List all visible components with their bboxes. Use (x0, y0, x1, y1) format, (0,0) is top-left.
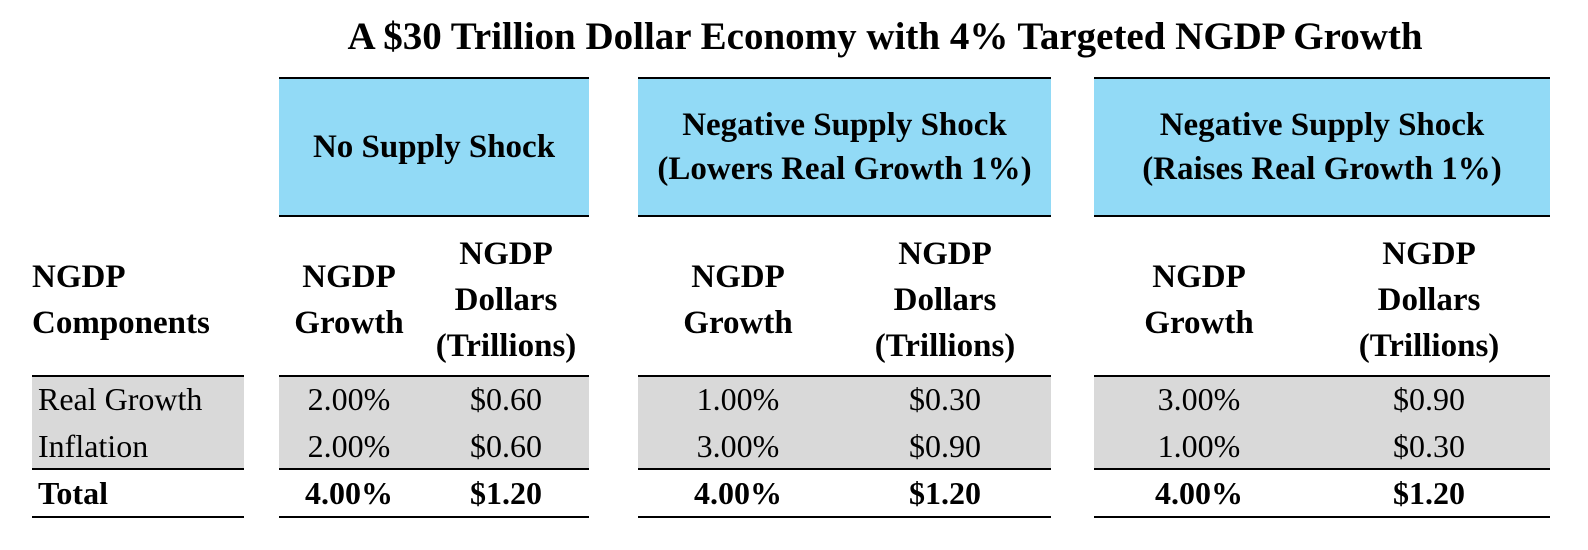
scenario-2-dollars-header-line-1: NGDP (898, 236, 992, 272)
row-header-line-2: Components (32, 305, 210, 341)
scenario-1-header-line-1: No Supply Shock (312, 129, 556, 165)
scenario-3-dollars-cell-2: $0.30 (1393, 428, 1465, 464)
scenario-3-dollars-header-line-1: NGDP (1382, 236, 1476, 272)
scenario-2-dollars-column-header: NGDP Dollars (Trillions) (860, 225, 1030, 375)
scenario-2-growth-cell-2: 3.00% (696, 428, 780, 464)
scenario-1-growth-cell-2: 2.00% (307, 428, 391, 464)
scenario-3-dollars-column-header: NGDP Dollars (Trillions) (1344, 225, 1514, 375)
scenario-3-dollars-cell-3: $1.20 (1393, 475, 1465, 511)
row-header-line-1: NGDP (32, 259, 126, 295)
scenario-3-growth-cell-3: 4.00% (1155, 475, 1243, 511)
scenario-2-dollars-header-line-2: Dollars (893, 282, 997, 318)
scenario-2-growth-column-header-text: NGDP Growth (683, 254, 792, 346)
scenario-2-dollars-cell-3: $1.20 (909, 475, 981, 511)
scenario-2-growth-header-line-1: NGDP (691, 259, 785, 295)
scenario-2-growth-column-header: NGDP Growth (663, 225, 813, 375)
row-label-inflation: Inflation (38, 428, 149, 464)
scenario-3-growth-header-line-2: Growth (1144, 305, 1254, 341)
scenario-2-growth-cell-3: 4.00% (694, 475, 782, 511)
scenario-2-growth-cell-1: 1.00% (696, 381, 780, 417)
scenario-3-header-text: Negative Supply Shock (Raises Real Growth… (1142, 103, 1502, 191)
scenario-1-bottom-rule (279, 516, 589, 518)
scenario-2-header-text: Negative Supply Shock (Lowers Real Growth… (657, 103, 1031, 191)
scenario-1-data-band (279, 375, 589, 470)
row-label-bottom-rule (32, 516, 244, 518)
row-label-band (32, 375, 244, 470)
scenario-1-dollars-cell-2: $0.60 (470, 428, 542, 464)
scenario-3-growth-column-header-text: NGDP Growth (1144, 254, 1253, 346)
scenario-1-dollars-header-line-2: Dollars (454, 282, 558, 318)
scenario-3-growth-cell-2: 1.00% (1157, 428, 1241, 464)
scenario-1-growth-cell-3: 4.00% (305, 475, 393, 511)
scenario-1-growth-header-line-2: Growth (294, 305, 404, 341)
scenario-2-bottom-rule (638, 516, 1051, 518)
scenario-3-dollars-header-line-3: (Trillions) (1358, 328, 1500, 364)
scenario-1-growth-column-header-text: NGDP Growth (294, 254, 403, 346)
scenario-3-growth-cell-1: 3.00% (1157, 381, 1241, 417)
scenario-1-dollars-cell-3: $1.20 (470, 475, 542, 511)
scenario-3-header-line-2: (Raises Real Growth 1%) (1142, 151, 1502, 187)
scenario-1-dollars-cell-1: $0.60 (470, 381, 542, 417)
scenario-1-dollars-header-line-3: (Trillions) (435, 328, 577, 364)
scenario-1-header-text: No Supply Shock (313, 125, 555, 169)
scenario-2-dollars-column-header-text: NGDP Dollars (Trillions) (875, 231, 1016, 369)
scenario-3-dollars-column-header-text: NGDP Dollars (Trillions) (1359, 231, 1500, 369)
table-title: A $30 Trillion Dollar Economy with 4% Ta… (347, 15, 1423, 58)
scenario-2-dollars-cell-1: $0.30 (909, 381, 981, 417)
scenario-2-header-line-1: Negative Supply Shock (682, 107, 1007, 143)
scenario-3-growth-column-header: NGDP Growth (1124, 225, 1274, 375)
scenario-1-header: No Supply Shock (279, 77, 589, 217)
scenario-3-growth-header-line-1: NGDP (1152, 259, 1246, 295)
row-label-real-growth: Real Growth (38, 381, 203, 417)
scenario-1-growth-header-line-1: NGDP (302, 259, 396, 295)
scenario-1-dollars-column-header-text: NGDP Dollars (Trillions) (436, 231, 577, 369)
scenario-1-dollars-column-header: NGDP Dollars (Trillions) (421, 225, 591, 375)
scenario-2-header-line-2: (Lowers Real Growth 1%) (657, 151, 1032, 187)
row-label-total: Total (38, 475, 108, 511)
scenario-3-header: Negative Supply Shock (Raises Real Growth… (1094, 77, 1550, 217)
scenario-3-data-band (1094, 375, 1550, 470)
scenario-2-dollars-header-line-3: (Trillions) (874, 328, 1016, 364)
scenario-3-header-line-1: Negative Supply Shock (1159, 107, 1485, 143)
scenario-2-data-band (638, 375, 1051, 470)
scenario-2-dollars-cell-2: $0.90 (909, 428, 981, 464)
scenario-1-growth-column-header: NGDP Growth (274, 225, 424, 375)
scenario-1-growth-cell-1: 2.00% (307, 381, 391, 417)
scenario-3-dollars-header-line-2: Dollars (1377, 282, 1481, 318)
scenario-2-header: Negative Supply Shock (Lowers Real Growth… (638, 77, 1051, 217)
row-header-label: NGDP Components (32, 225, 210, 375)
scenario-1-dollars-header-line-1: NGDP (459, 236, 553, 272)
scenario-3-dollars-cell-1: $0.90 (1393, 381, 1465, 417)
scenario-3-bottom-rule (1094, 516, 1550, 518)
scenario-2-growth-header-line-2: Growth (683, 305, 793, 341)
